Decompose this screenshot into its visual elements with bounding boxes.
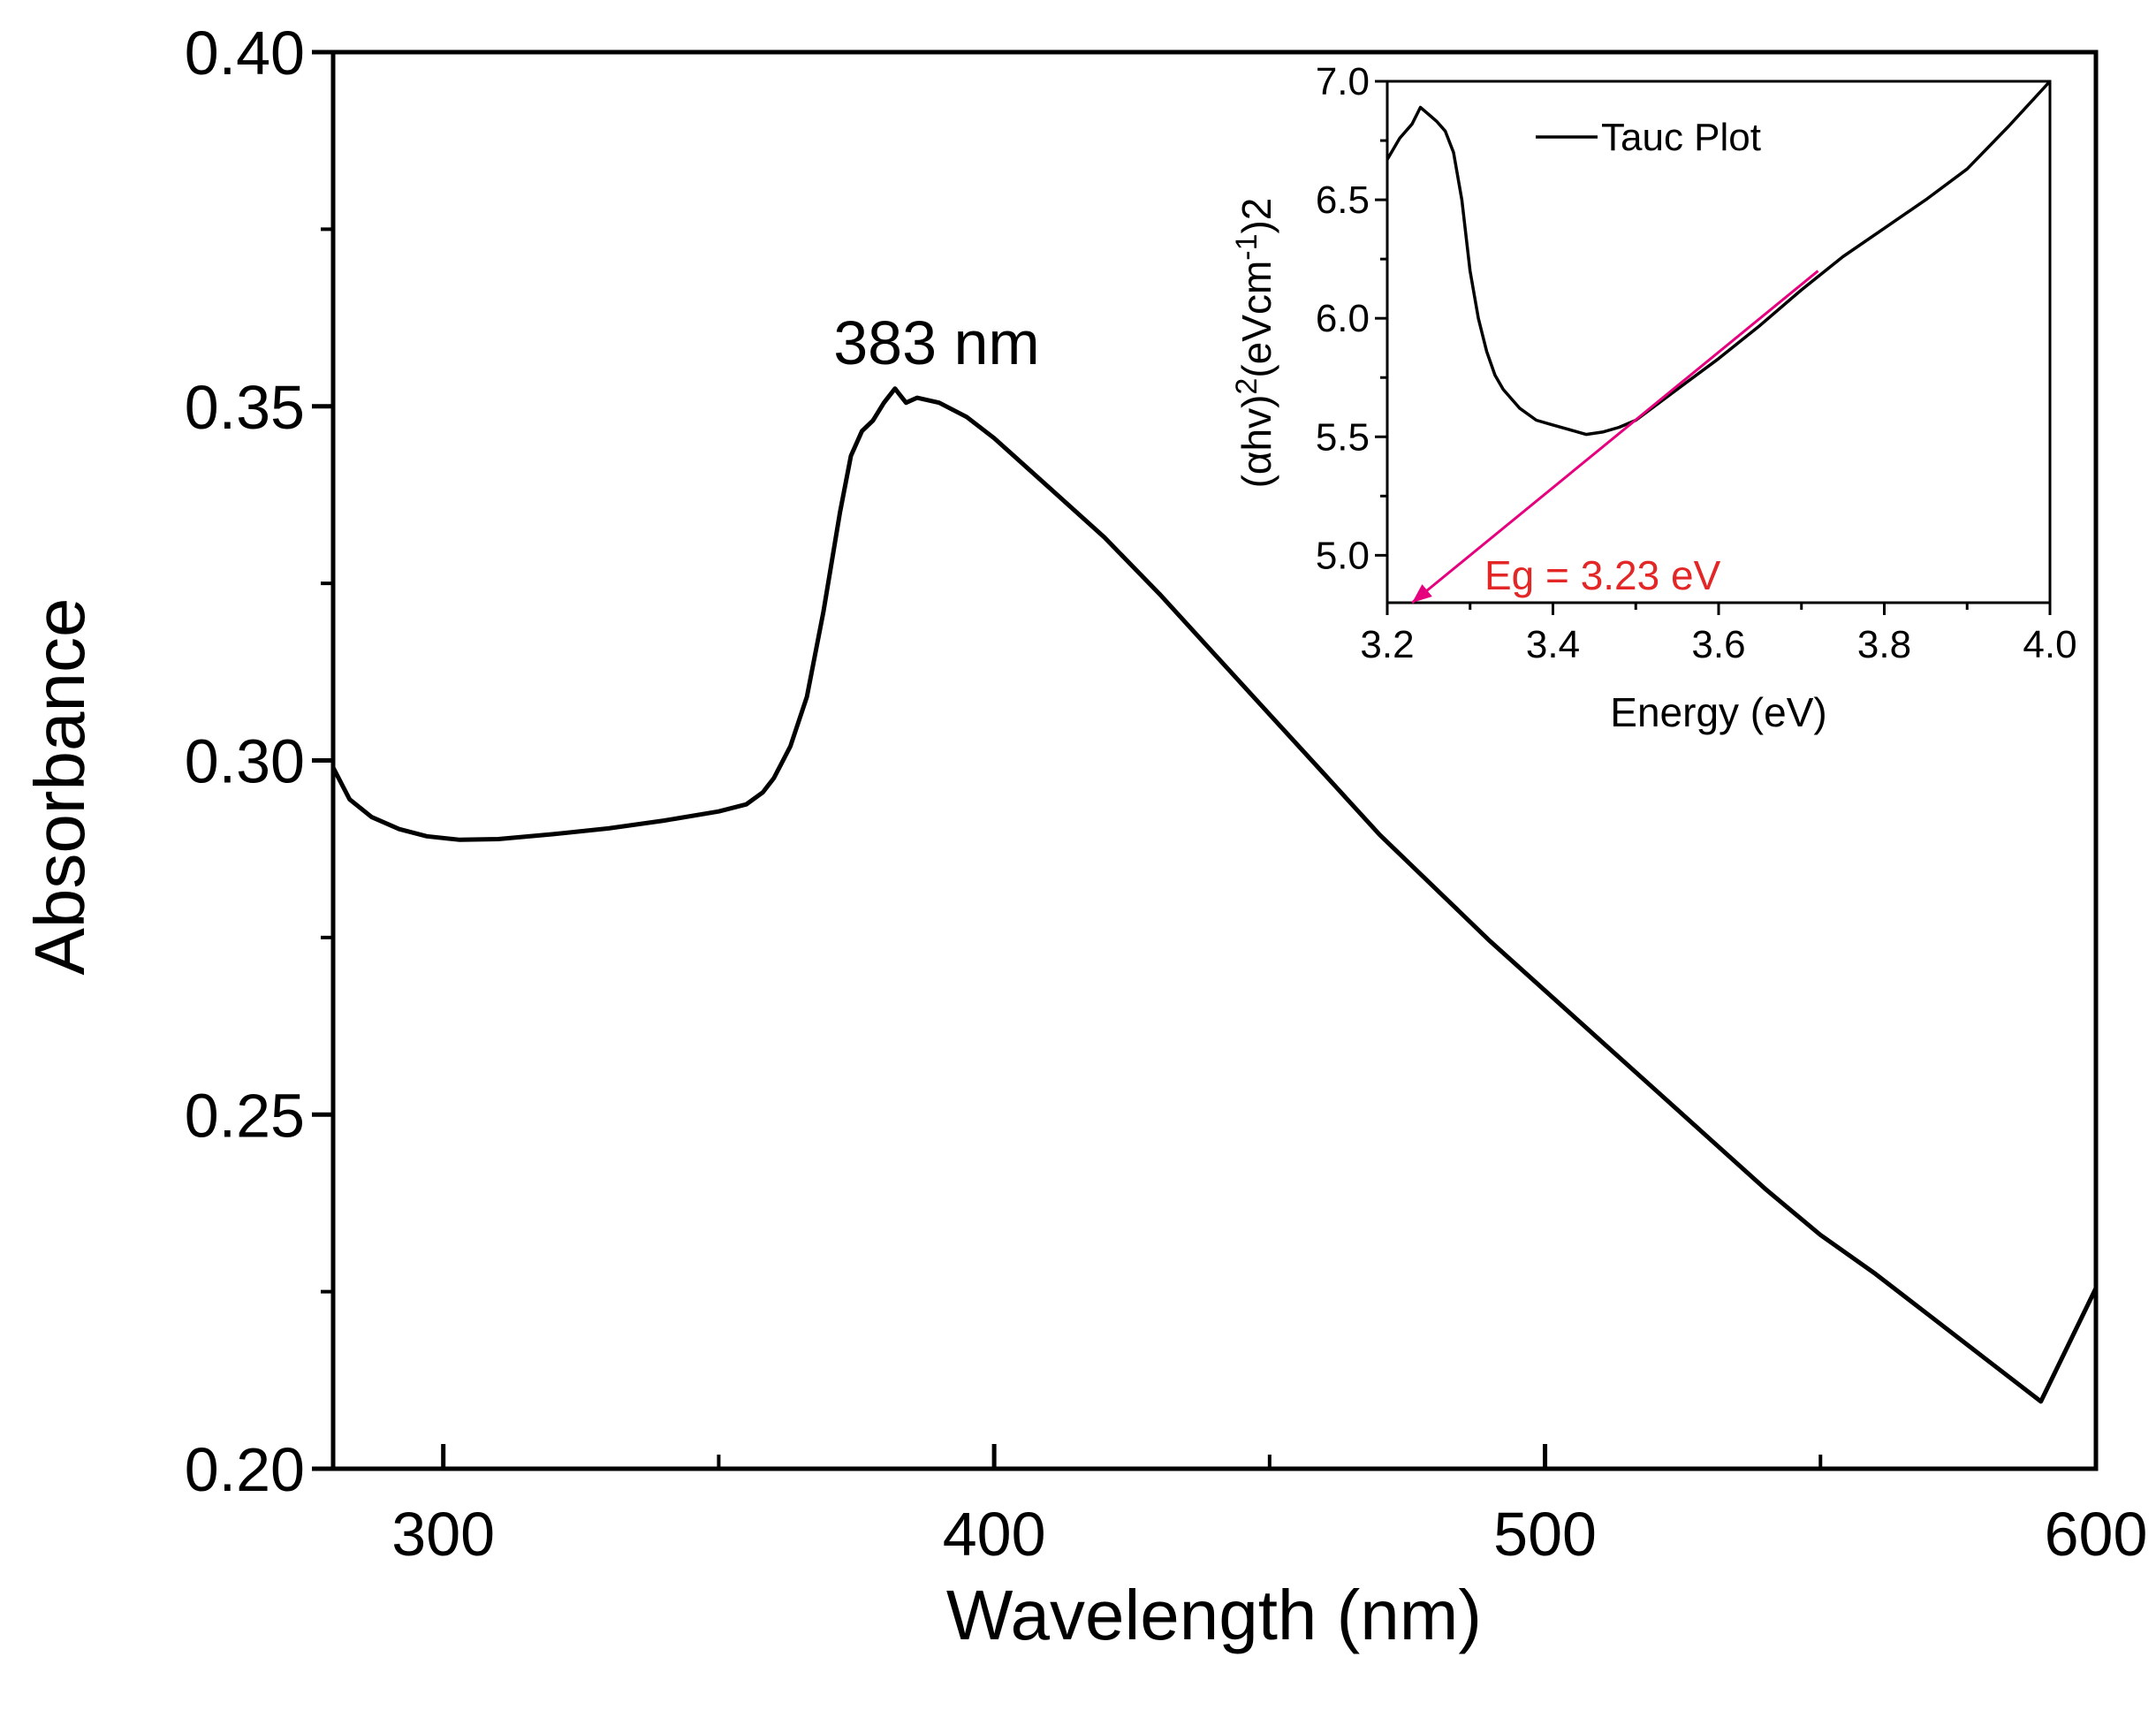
inset-y-tick-label: 7.0 <box>1316 60 1370 103</box>
y-tick-label: 0.30 <box>185 727 305 796</box>
inset-x-tick-label: 3.2 <box>1360 623 1414 666</box>
inset-tick-labels: 3.2 3.4 3.6 3.8 4.0 5.0 5.5 6.0 6.5 7.0 <box>1316 60 2077 666</box>
tauc-curve <box>1385 80 2052 437</box>
inset-y-tick-label: 5.5 <box>1316 415 1370 459</box>
main-axis-ticks <box>312 49 2099 1471</box>
inset-x-tick-label: 3.8 <box>1857 623 1911 666</box>
inset-x-tick-label: 3.4 <box>1526 623 1580 666</box>
inset-plot-frame <box>1385 80 2052 604</box>
inset-x-tick-label: 3.6 <box>1691 623 1745 666</box>
fit-arrowhead <box>1412 584 1432 603</box>
x-tick-label: 500 <box>1493 1500 1597 1569</box>
inset-y-axis-label: (αhv)2(eVcm-1)2 <box>1230 198 1279 489</box>
x-axis-label: Wavelength (nm) <box>946 1576 1482 1654</box>
inset-y-tick-label: 6.0 <box>1316 297 1370 340</box>
absorbance-curve <box>330 386 2099 1404</box>
y-axis-label: Absorbance <box>20 598 99 976</box>
y-tick-label: 0.20 <box>185 1435 305 1504</box>
inset-y-label-part-c: (eVcm <box>1234 261 1279 378</box>
inset-y-label-part-e: )2 <box>1234 198 1279 234</box>
y-tick-label: 0.35 <box>185 373 305 442</box>
tauc-fit-line <box>1411 270 1819 604</box>
band-gap-label: Eg = 3.23 eV <box>1484 552 1721 598</box>
inset-x-tick-label: 4.0 <box>2023 623 2076 666</box>
x-tick-label: 600 <box>2045 1500 2148 1569</box>
inset-axis-ticks <box>1375 80 2052 615</box>
inset-y-tick-label: 6.5 <box>1316 179 1370 222</box>
peak-annotation: 383 nm <box>833 308 1039 377</box>
main-tick-labels: 300 400 500 600 0.20 0.25 0.30 0.35 0.40 <box>185 19 2148 1569</box>
inset-y-label-sup-minus-1: -1 <box>1230 234 1264 261</box>
y-tick-label: 0.40 <box>185 19 305 87</box>
y-tick-label: 0.25 <box>185 1081 305 1150</box>
inset-y-label-part-a: (αhv) <box>1234 395 1279 489</box>
inset-x-axis-label: Energy (eV) <box>1610 689 1826 735</box>
inset-y-tick-label: 5.0 <box>1316 534 1370 577</box>
x-tick-label: 300 <box>391 1500 495 1569</box>
x-tick-label: 400 <box>943 1500 1046 1569</box>
inset-y-label-sup-2: 2 <box>1230 378 1264 395</box>
legend-label: Tauc Plot <box>1601 116 1761 159</box>
